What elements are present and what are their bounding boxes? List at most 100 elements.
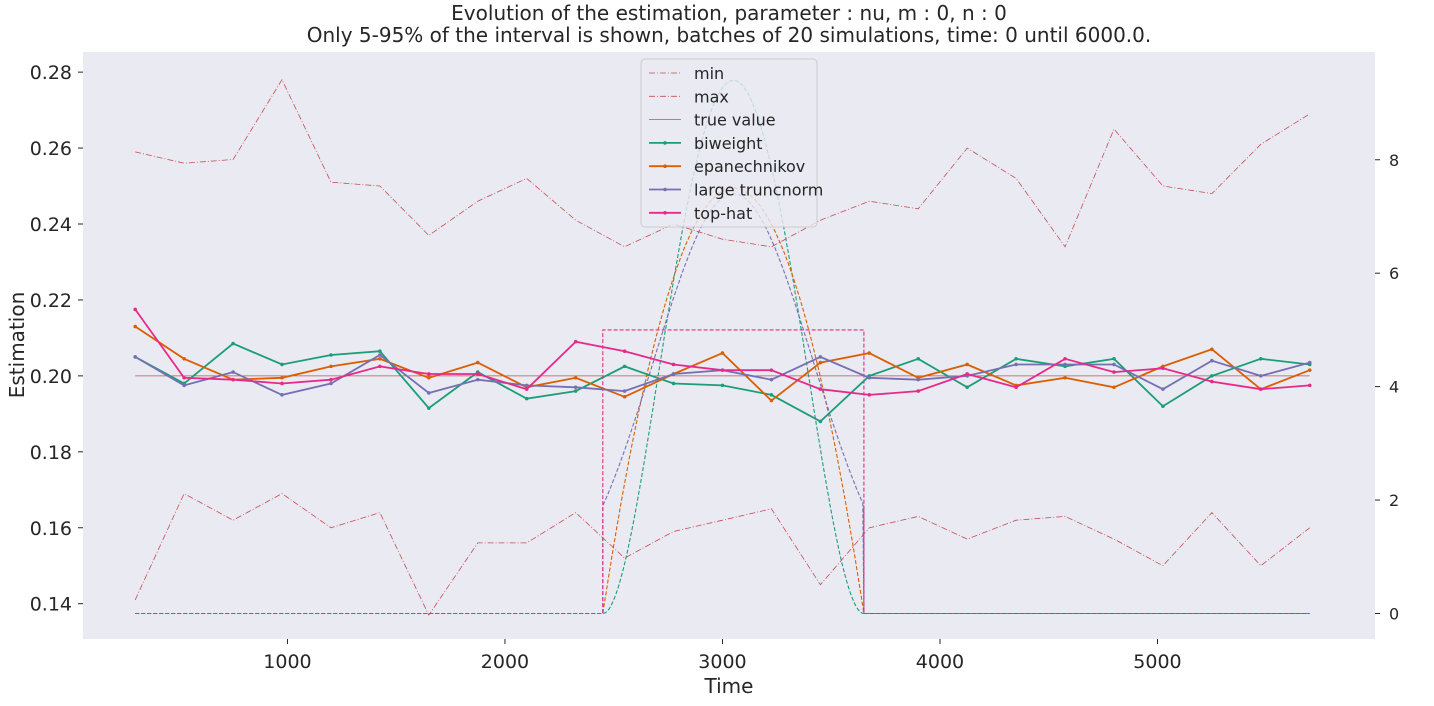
x-tick-label: 4000: [916, 651, 964, 673]
data-point-large-truncnorm: [133, 355, 138, 359]
data-point-biweight: [720, 383, 725, 388]
data-point-top-hat: [1112, 370, 1116, 374]
y2-tick-label: 6: [1389, 264, 1399, 283]
y-tick-label: 0.26: [30, 138, 72, 160]
x-tick-label: 3000: [698, 651, 746, 673]
data-point-top-hat: [1210, 379, 1214, 384]
data-point-large-truncnorm: [475, 377, 480, 382]
series-layer: [133, 78, 1312, 616]
kernel-curve-top-hat: [135, 329, 1310, 615]
data-point-biweight: [280, 362, 284, 367]
data-point-top-hat: [1259, 387, 1263, 391]
legend-label-max: max: [694, 87, 729, 106]
data-point-top-hat: [329, 377, 333, 382]
data-point-top-hat: [916, 389, 921, 393]
kernel-curve-biweight: [135, 79, 1310, 615]
data-point-biweight: [818, 419, 823, 424]
data-point-top-hat: [231, 377, 235, 382]
data-point-epanechnikov: [769, 398, 774, 403]
data-point-top-hat: [1161, 366, 1165, 371]
legend-marker: [663, 211, 667, 215]
data-point-top-hat: [573, 339, 578, 344]
data-point-biweight: [1259, 356, 1263, 361]
legend: min max true value biweight epanechnikov larg…: [640, 58, 823, 228]
legend-label-min: min: [694, 64, 724, 83]
x-tick-label: 5000: [1133, 651, 1181, 673]
y2-tick-label: 2: [1389, 491, 1399, 510]
y2-tick-label: 8: [1389, 151, 1399, 170]
data-point-large-truncnorm: [916, 377, 921, 382]
data-point-top-hat: [671, 362, 676, 367]
data-point-large-truncnorm: [622, 389, 627, 393]
data-point-top-hat: [769, 368, 774, 372]
legend-label-top-hat: top-hat: [694, 204, 752, 223]
y-axis: 0.14 0.16 0.18 0.20 0.22 0.24 0.26 0.28: [30, 62, 83, 616]
data-point-biweight: [1014, 356, 1018, 361]
data-point-biweight: [622, 364, 627, 369]
data-point-top-hat: [867, 393, 872, 397]
y-tick-label: 0.20: [30, 366, 72, 388]
legend-label-epanechnikov: epanechnikov: [694, 157, 805, 176]
data-point-epanechnikov: [1063, 375, 1067, 380]
data-point-epanechnikov: [182, 356, 186, 361]
data-point-large-truncnorm: [1112, 362, 1116, 367]
y2-axis: 0 2 4 6 8: [1375, 151, 1399, 623]
data-point-top-hat: [133, 307, 138, 312]
legend-label-biweight: biweight: [694, 134, 763, 153]
data-point-large-truncnorm: [1259, 374, 1263, 378]
data-point-top-hat: [475, 372, 480, 376]
data-point-biweight: [231, 341, 235, 346]
data-point-top-hat: [378, 364, 382, 369]
y-tick-label: 0.18: [30, 442, 72, 464]
data-point-epanechnikov: [329, 364, 333, 369]
data-point-top-hat: [720, 368, 725, 372]
series-line-min: [134, 493, 1310, 616]
data-point-large-truncnorm: [378, 353, 382, 357]
data-point-epanechnikov: [1112, 385, 1116, 390]
data-point-large-truncnorm: [1014, 362, 1018, 367]
data-point-large-truncnorm: [867, 375, 872, 380]
data-point-epanechnikov: [1307, 368, 1312, 372]
data-point-epanechnikov: [475, 360, 480, 365]
legend-marker: [663, 164, 667, 168]
data-point-biweight: [1161, 404, 1165, 409]
data-point-biweight: [329, 353, 333, 357]
data-point-biweight: [427, 406, 431, 410]
data-point-top-hat: [1063, 356, 1067, 361]
data-point-biweight: [573, 389, 578, 393]
data-point-top-hat: [818, 387, 823, 391]
data-point-large-truncnorm: [231, 370, 235, 374]
data-point-epanechnikov: [378, 356, 382, 361]
data-point-epanechnikov: [280, 375, 284, 380]
data-point-top-hat: [524, 387, 529, 391]
chart-title-line1: Evolution of the estimation, parameter :…: [451, 1, 1007, 25]
legend-label-true-value: true value: [694, 111, 776, 130]
data-point-epanechnikov: [867, 351, 872, 355]
data-point-biweight: [916, 356, 921, 361]
data-point-top-hat: [622, 349, 627, 353]
data-point-biweight: [524, 396, 529, 401]
data-point-large-truncnorm: [280, 393, 284, 397]
data-point-biweight: [1112, 356, 1116, 361]
data-point-epanechnikov: [622, 394, 627, 399]
data-point-biweight: [769, 393, 774, 397]
x-tick-label: 1000: [263, 651, 311, 673]
legend-marker: [663, 141, 667, 145]
data-point-large-truncnorm: [524, 383, 529, 388]
data-point-top-hat: [1014, 385, 1018, 390]
data-point-large-truncnorm: [1307, 360, 1312, 365]
data-point-epanechnikov: [573, 375, 578, 380]
y-tick-label: 0.22: [30, 290, 72, 312]
data-point-top-hat: [427, 372, 431, 376]
y-tick-label: 0.28: [30, 62, 72, 84]
data-point-epanechnikov: [1210, 347, 1214, 352]
data-point-large-truncnorm: [1063, 362, 1067, 367]
chart-title-line2: Only 5-95% of the interval is shown, bat…: [307, 23, 1152, 47]
data-point-large-truncnorm: [769, 377, 774, 382]
data-point-biweight: [1210, 374, 1214, 378]
x-axis-label: Time: [704, 674, 754, 698]
data-point-large-truncnorm: [182, 383, 186, 388]
y-axis-label: Estimation: [5, 292, 29, 399]
data-point-large-truncnorm: [671, 372, 676, 376]
data-point-epanechnikov: [720, 351, 725, 355]
